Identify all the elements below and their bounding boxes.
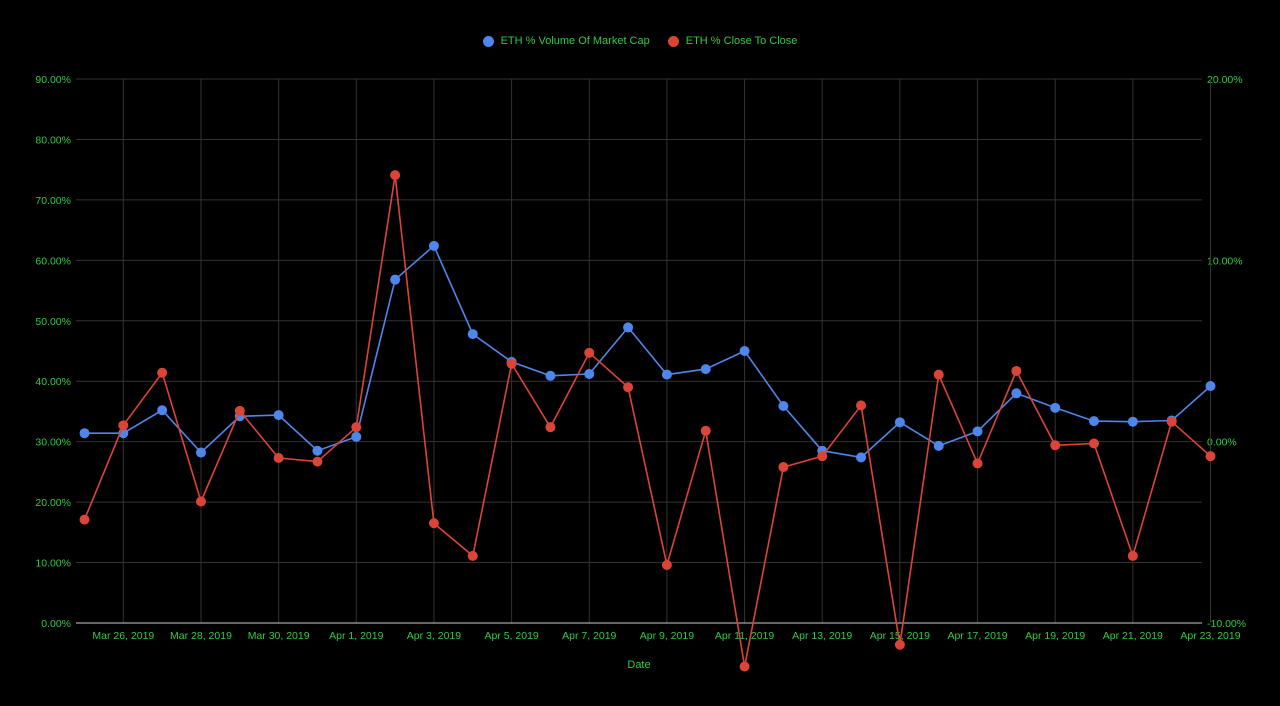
y-left-tick-label: 0.00% <box>41 618 71 630</box>
x-tick-label: Apr 15, 2019 <box>870 630 930 642</box>
data-point-close <box>545 422 556 433</box>
data-point-close <box>584 347 595 358</box>
data-point-volume <box>312 445 323 456</box>
data-point-volume <box>79 428 90 439</box>
data-point-volume <box>661 369 672 380</box>
data-point-close <box>273 452 284 463</box>
data-point-volume <box>428 240 439 251</box>
x-tick-label: Apr 13, 2019 <box>792 630 852 642</box>
data-point-close <box>894 639 905 650</box>
series-line-close <box>83 174 1212 667</box>
data-point-volume <box>700 364 711 375</box>
x-tick-label: Apr 17, 2019 <box>947 630 1007 642</box>
data-point-close <box>428 518 439 529</box>
legend: ETH % Volume Of Market Cap ETH % Close T… <box>0 34 1280 48</box>
y-left-tick-label: 80.00% <box>35 134 71 146</box>
data-point-close <box>1089 438 1100 449</box>
y-right-tick-label: 0.00% <box>1207 437 1237 449</box>
x-tick-label: Apr 1, 2019 <box>329 630 383 642</box>
data-point-close <box>972 458 983 469</box>
data-point-close <box>351 422 362 433</box>
y-left-tick-label: 50.00% <box>35 316 71 328</box>
data-point-close <box>195 496 206 507</box>
data-point-close <box>817 451 828 462</box>
x-tick-label: Apr 11, 2019 <box>715 630 775 642</box>
data-point-volume <box>1205 381 1216 392</box>
data-point-volume <box>390 274 401 285</box>
data-point-volume <box>545 370 556 381</box>
legend-swatch-blue <box>482 35 494 47</box>
y-right-tick-label: 10.00% <box>1207 255 1243 267</box>
y-left-tick-label: 30.00% <box>35 437 71 449</box>
x-tick-label: Mar 30, 2019 <box>248 630 310 642</box>
x-tick-label: Apr 5, 2019 <box>484 630 538 642</box>
data-point-volume <box>778 401 789 412</box>
data-point-close <box>1166 416 1177 427</box>
legend-label-volume: ETH % Volume Of Market Cap <box>500 35 650 47</box>
series-line-volume <box>84 244 1212 459</box>
y-left-tick-label: 20.00% <box>35 497 71 509</box>
x-tick-label: Apr 7, 2019 <box>562 630 616 642</box>
data-point-close <box>157 367 168 378</box>
data-point-volume <box>351 431 362 442</box>
x-tick-label: Apr 21, 2019 <box>1103 630 1163 642</box>
data-point-close <box>118 420 129 431</box>
data-point-close <box>933 369 944 380</box>
data-point-close <box>390 170 401 181</box>
data-point-close <box>1011 365 1022 376</box>
data-point-close <box>661 559 672 570</box>
data-point-close <box>623 382 634 393</box>
data-point-volume <box>195 447 206 458</box>
data-point-close <box>312 456 323 467</box>
legend-swatch-red <box>667 35 679 47</box>
data-point-volume <box>1011 388 1022 399</box>
data-point-volume <box>1089 416 1100 427</box>
data-point-close <box>856 400 867 411</box>
data-point-volume <box>273 410 284 421</box>
data-point-volume <box>623 322 634 333</box>
y-left-tick-label: 60.00% <box>35 255 71 267</box>
data-point-volume <box>894 417 905 428</box>
x-tick-label: Apr 3, 2019 <box>407 630 461 642</box>
x-tick-label: Apr 23, 2019 <box>1180 630 1240 642</box>
data-point-close <box>234 405 245 416</box>
data-point-close <box>506 358 517 369</box>
data-point-volume <box>739 346 750 356</box>
data-point-volume <box>972 426 983 437</box>
x-axis-title: Date <box>627 659 650 671</box>
data-point-close <box>1205 451 1216 462</box>
data-point-volume <box>1050 402 1061 413</box>
data-point-volume <box>467 329 478 340</box>
data-point-close <box>1050 440 1061 451</box>
data-point-volume <box>1127 416 1138 427</box>
data-point-close <box>79 514 90 525</box>
data-point-close <box>700 425 711 436</box>
x-tick-label: Mar 26, 2019 <box>92 630 154 642</box>
y-left-tick-label: 10.00% <box>35 558 71 570</box>
data-point-close <box>778 462 789 473</box>
y-right-tick-label: 20.00% <box>1207 74 1243 86</box>
y-right-tick-label: -10.00% <box>1207 618 1246 630</box>
legend-item-close[interactable]: ETH % Close To Close <box>667 34 798 48</box>
x-tick-label: Apr 19, 2019 <box>1025 630 1085 642</box>
legend-label-close: ETH % Close To Close <box>685 35 798 47</box>
y-left-tick-label: 90.00% <box>35 74 71 86</box>
data-point-volume <box>856 452 867 463</box>
data-point-close <box>467 550 478 561</box>
data-point-volume <box>933 440 944 451</box>
data-point-volume <box>157 405 168 416</box>
y-left-tick-label: 70.00% <box>35 195 71 207</box>
data-point-volume <box>584 368 595 379</box>
data-point-close <box>739 661 750 672</box>
y-left-tick-label: 40.00% <box>35 376 71 388</box>
data-point-close <box>1127 550 1138 561</box>
legend-item-volume[interactable]: ETH % Volume Of Market Cap <box>482 34 650 48</box>
x-tick-label: Apr 9, 2019 <box>640 630 694 642</box>
x-tick-label: Mar 28, 2019 <box>170 630 232 642</box>
